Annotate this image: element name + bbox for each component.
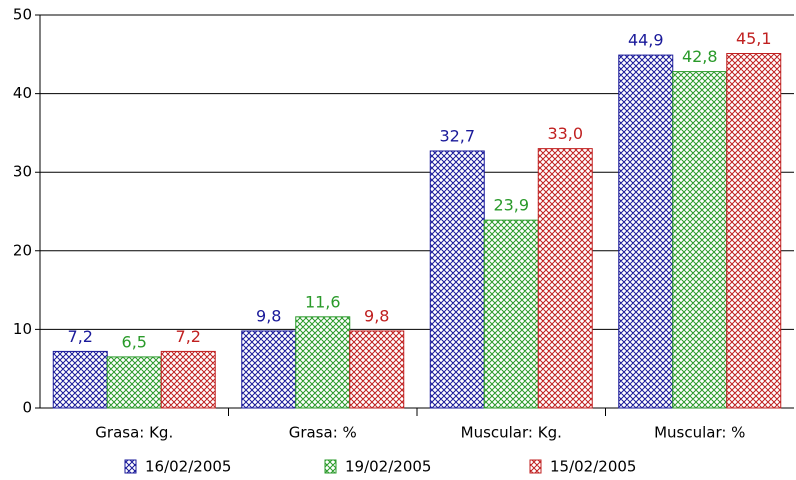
bar (672, 71, 728, 409)
legend-swatch (324, 459, 337, 474)
y-tick-label: 20 (13, 241, 32, 259)
y-tick-label: 10 (13, 320, 32, 338)
legend-swatch (529, 459, 542, 474)
y-tick-label: 30 (13, 163, 32, 181)
bar (106, 356, 162, 409)
bar (241, 330, 297, 409)
bar (726, 53, 782, 409)
value-label: 9,8 (256, 306, 281, 325)
x-tick-label: Grasa: Kg. (95, 424, 173, 442)
value-label: 23,9 (493, 196, 529, 215)
bar (52, 350, 108, 409)
value-label: 9,8 (364, 306, 389, 325)
bar (160, 350, 216, 409)
value-label: 7,2 (176, 327, 201, 346)
legend-label: 16/02/2005 (145, 458, 231, 476)
legend-label: 19/02/2005 (345, 458, 431, 476)
legend-label: 15/02/2005 (550, 458, 636, 476)
x-tick-label: Muscular: Kg. (461, 424, 562, 442)
bar (618, 54, 674, 409)
bar (295, 316, 351, 409)
y-tick-label: 0 (22, 399, 32, 417)
value-label: 7,2 (68, 327, 93, 346)
bar (349, 330, 405, 409)
legend-swatch (124, 459, 137, 474)
value-label: 33,0 (547, 124, 583, 143)
value-label: 6,5 (122, 332, 147, 351)
value-label: 11,6 (305, 292, 341, 311)
bar (537, 148, 593, 409)
bar (429, 150, 485, 409)
value-label: 32,7 (439, 126, 475, 145)
bar (483, 219, 539, 409)
x-tick-label: Muscular: % (654, 424, 745, 442)
y-tick-label: 50 (13, 6, 32, 24)
value-label: 45,1 (736, 29, 772, 48)
value-label: 42,8 (682, 47, 718, 66)
x-tick-label: Grasa: % (289, 424, 357, 442)
y-tick-label: 40 (13, 84, 32, 102)
value-label: 44,9 (628, 31, 664, 50)
